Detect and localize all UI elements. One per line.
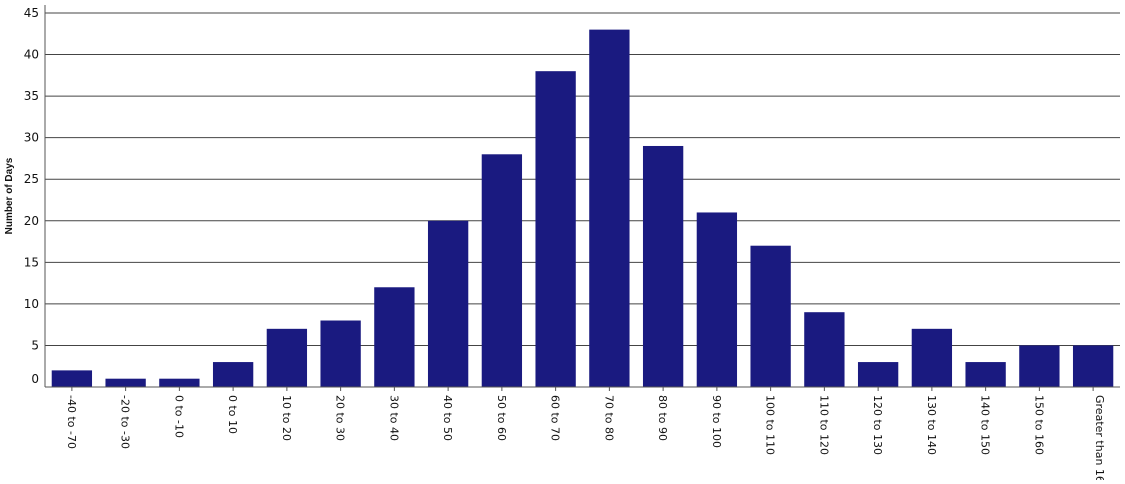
x-tick-label: 60 to 70 bbox=[549, 395, 562, 441]
x-tick-label: 90 to 100 bbox=[710, 395, 723, 448]
x-tick-label: -40 to -70 bbox=[65, 395, 78, 449]
bar bbox=[212, 362, 254, 387]
x-tick-label: 40 to 50 bbox=[441, 395, 454, 441]
bar bbox=[105, 378, 146, 387]
bar bbox=[857, 362, 899, 387]
y-tick-label: 0 bbox=[31, 372, 39, 386]
y-tick-label: 30 bbox=[24, 131, 39, 145]
x-tick-label: 0 to -10 bbox=[172, 395, 185, 438]
y-tick-label: 35 bbox=[24, 89, 39, 103]
x-tick-label: 120 to 130 bbox=[871, 395, 884, 455]
x-tick-label: 50 to 60 bbox=[495, 395, 508, 441]
x-tick-label: 80 to 90 bbox=[656, 395, 669, 441]
bar bbox=[1019, 345, 1060, 387]
axes bbox=[44, 5, 1120, 391]
bar bbox=[1072, 345, 1114, 387]
bar bbox=[911, 328, 953, 387]
y-tick-label: 25 bbox=[24, 172, 39, 186]
bar bbox=[696, 212, 738, 387]
bar bbox=[427, 220, 469, 387]
x-tick-labels: -40 to -70 -20 to -30 0 to -10 0 to 10 10 to… bbox=[65, 395, 1106, 484]
bar bbox=[589, 29, 630, 387]
x-tick-label: 0 to 10 bbox=[226, 395, 239, 434]
x-tick-label: 140 to 150 bbox=[979, 395, 992, 455]
bar bbox=[320, 320, 361, 387]
x-tick-label: -20 to -30 bbox=[119, 395, 132, 449]
y-tick-label: 40 bbox=[24, 48, 39, 62]
x-tick-label: 30 to 40 bbox=[387, 395, 400, 441]
gridlines bbox=[45, 12, 1120, 346]
y-tick-label: 20 bbox=[24, 214, 39, 228]
y-axis-label: Number of Days bbox=[4, 157, 15, 234]
x-tick-label: 130 to 140 bbox=[925, 395, 938, 455]
y-tick-label: 5 bbox=[31, 338, 39, 352]
y-tick-labels: 0 5 10 15 20 25 30 35 40 45 bbox=[24, 6, 39, 386]
y-tick-label: 10 bbox=[24, 297, 39, 311]
x-tick-label: 20 to 30 bbox=[334, 395, 347, 441]
bar bbox=[374, 287, 415, 387]
bar bbox=[804, 312, 845, 387]
y-tick-label: 15 bbox=[24, 255, 39, 269]
x-tick-label: Greater than 160 bbox=[1093, 395, 1106, 480]
bar bbox=[965, 362, 1006, 387]
bar bbox=[642, 145, 684, 387]
x-tick-label: 10 to 20 bbox=[280, 395, 293, 441]
bar bbox=[159, 378, 200, 387]
bars bbox=[51, 29, 1114, 387]
x-tick-label: 110 to 120 bbox=[817, 395, 830, 455]
y-tick-label: 45 bbox=[24, 6, 39, 20]
bar bbox=[750, 245, 791, 387]
bar bbox=[481, 154, 523, 387]
bar bbox=[535, 71, 576, 387]
bar bbox=[51, 370, 93, 387]
bar bbox=[266, 328, 308, 387]
x-tick-label: 70 to 80 bbox=[602, 395, 615, 441]
x-tick-label: 100 to 110 bbox=[764, 395, 777, 455]
x-tick-label: 150 to 160 bbox=[1032, 395, 1045, 455]
